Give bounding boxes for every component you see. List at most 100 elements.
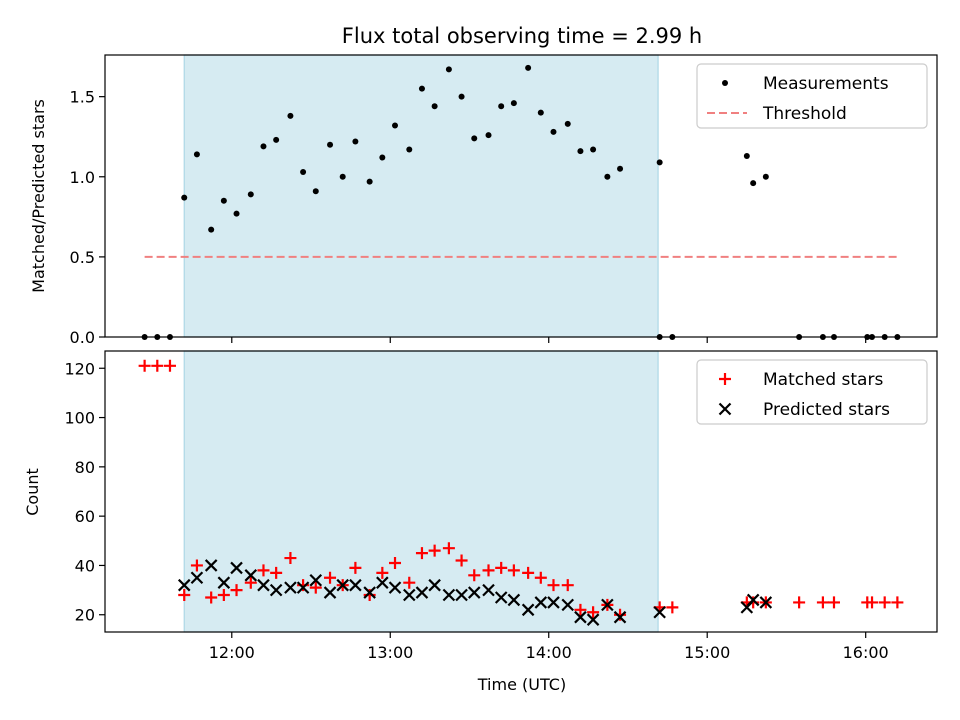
x-tick-label: 14:00 (526, 643, 572, 662)
y-tick-label: 20 (75, 606, 95, 625)
predicted-star-point (284, 581, 297, 594)
predicted-star-point (230, 561, 243, 575)
bottom-ylabel: Count (23, 468, 42, 516)
measurement-point (445, 66, 452, 73)
bottom-panel: 20 40 60 80 100 120 12:00 13:00 14:00 15:00 16:00 M… (64, 350, 938, 662)
predicted-star-point (494, 591, 508, 604)
predicted-star-point (467, 586, 481, 599)
measurement-point (181, 194, 188, 201)
predicted-star-point (349, 578, 362, 592)
measurement-point (537, 109, 544, 116)
x-tick-label: 16:00 (843, 643, 889, 662)
matched-star-point (217, 589, 230, 602)
matched-star-point (534, 571, 547, 584)
y-tick-label: 40 (75, 556, 95, 575)
matched-star-point (389, 556, 402, 569)
predicted-star-point (217, 576, 231, 589)
predicted-star-point (746, 593, 760, 607)
matched-star-point (244, 576, 257, 589)
matched-star-point (878, 596, 891, 609)
observing-window-shade (183, 350, 659, 633)
legend-marker (719, 373, 731, 385)
x-tick-label: 15:00 (684, 643, 730, 662)
x-tick-label: 13:00 (367, 643, 413, 662)
predicted-star-point (257, 578, 270, 592)
chart-title: Flux total observing time = 2.99 h (342, 24, 702, 48)
predicted-star-point (547, 596, 560, 609)
y-tick-label: 0.0 (70, 328, 95, 347)
y-tick-label: 60 (75, 507, 95, 526)
matched-star-point (284, 552, 297, 565)
predicted-star-point (455, 588, 468, 602)
matched-star-point (230, 584, 243, 597)
predicted-star-point (296, 581, 310, 594)
legend: Measurements Threshold (696, 63, 928, 129)
y-tick-label: 80 (75, 458, 95, 477)
measurement-point (312, 188, 319, 195)
legend-label: Predicted stars (763, 400, 890, 420)
matched-star-point (522, 566, 535, 579)
measurement-point (577, 148, 584, 155)
matched-star-point (151, 359, 164, 372)
legend: Matched stars Predicted stars (696, 359, 928, 425)
measurement-point (550, 128, 557, 135)
matched-star-point (257, 564, 270, 577)
measurement-point (233, 210, 240, 217)
matched-star-point (482, 564, 495, 577)
matched-star-point (827, 596, 840, 609)
y-tick-label: 1.5 (70, 88, 95, 107)
predicted-star-point (177, 578, 191, 592)
y-tick-label: 1.0 (70, 168, 95, 187)
matched-star-point (455, 554, 468, 567)
measurement-point (327, 141, 334, 148)
predicted-star-point (521, 603, 535, 617)
matched-star-point (205, 591, 218, 604)
matched-star-point (866, 596, 879, 609)
predicted-star-point (574, 610, 587, 624)
legend-box (696, 63, 928, 129)
legend-box (696, 359, 928, 425)
predicted-star-point (653, 606, 666, 619)
measurement-point (406, 146, 413, 153)
matched-star-point (190, 559, 203, 572)
matched-star-point (403, 576, 416, 589)
predicted-star-point (507, 593, 521, 607)
measurement-point (287, 112, 294, 119)
matched-star-point (587, 606, 600, 619)
predicted-star-point (204, 559, 218, 572)
axes-frame (104, 350, 938, 633)
matched-star-point (547, 579, 560, 592)
matched-star-point (415, 547, 428, 560)
predicted-star-point (402, 588, 416, 602)
measurement-point (617, 165, 624, 172)
measurement-point (260, 143, 267, 150)
matched-star-point (376, 566, 389, 579)
matched-star-point (138, 359, 151, 372)
top-ylabel: Matched/Predicted stars (29, 99, 48, 293)
predicted-star-point (363, 586, 376, 599)
legend-marker (718, 402, 732, 416)
measurement-point (656, 159, 663, 166)
matched-star-point (666, 601, 679, 614)
matched-star-point (816, 596, 829, 609)
matched-star-point (428, 544, 441, 557)
measurement-point (498, 103, 505, 110)
measurement-point (220, 197, 227, 204)
measurement-point (431, 103, 438, 110)
matched-star-point (495, 561, 508, 574)
measurement-point (418, 85, 425, 92)
measurement-point (247, 191, 254, 198)
top-panel: 0.0 0.5 1.0 1.5 Measurements Threshold (70, 54, 938, 347)
measurement-point (750, 180, 757, 187)
matched-star-point (349, 561, 362, 574)
predicted-star-point (388, 581, 402, 594)
predicted-star-point (323, 586, 337, 599)
measurement-point (379, 154, 386, 161)
y-tick-label: 120 (64, 359, 95, 378)
matched-star-point (270, 566, 283, 579)
predicted-star-point (442, 588, 456, 602)
matched-star-point (309, 581, 322, 594)
y-tick-label: 0.5 (70, 248, 95, 267)
measurement-point (471, 135, 478, 142)
